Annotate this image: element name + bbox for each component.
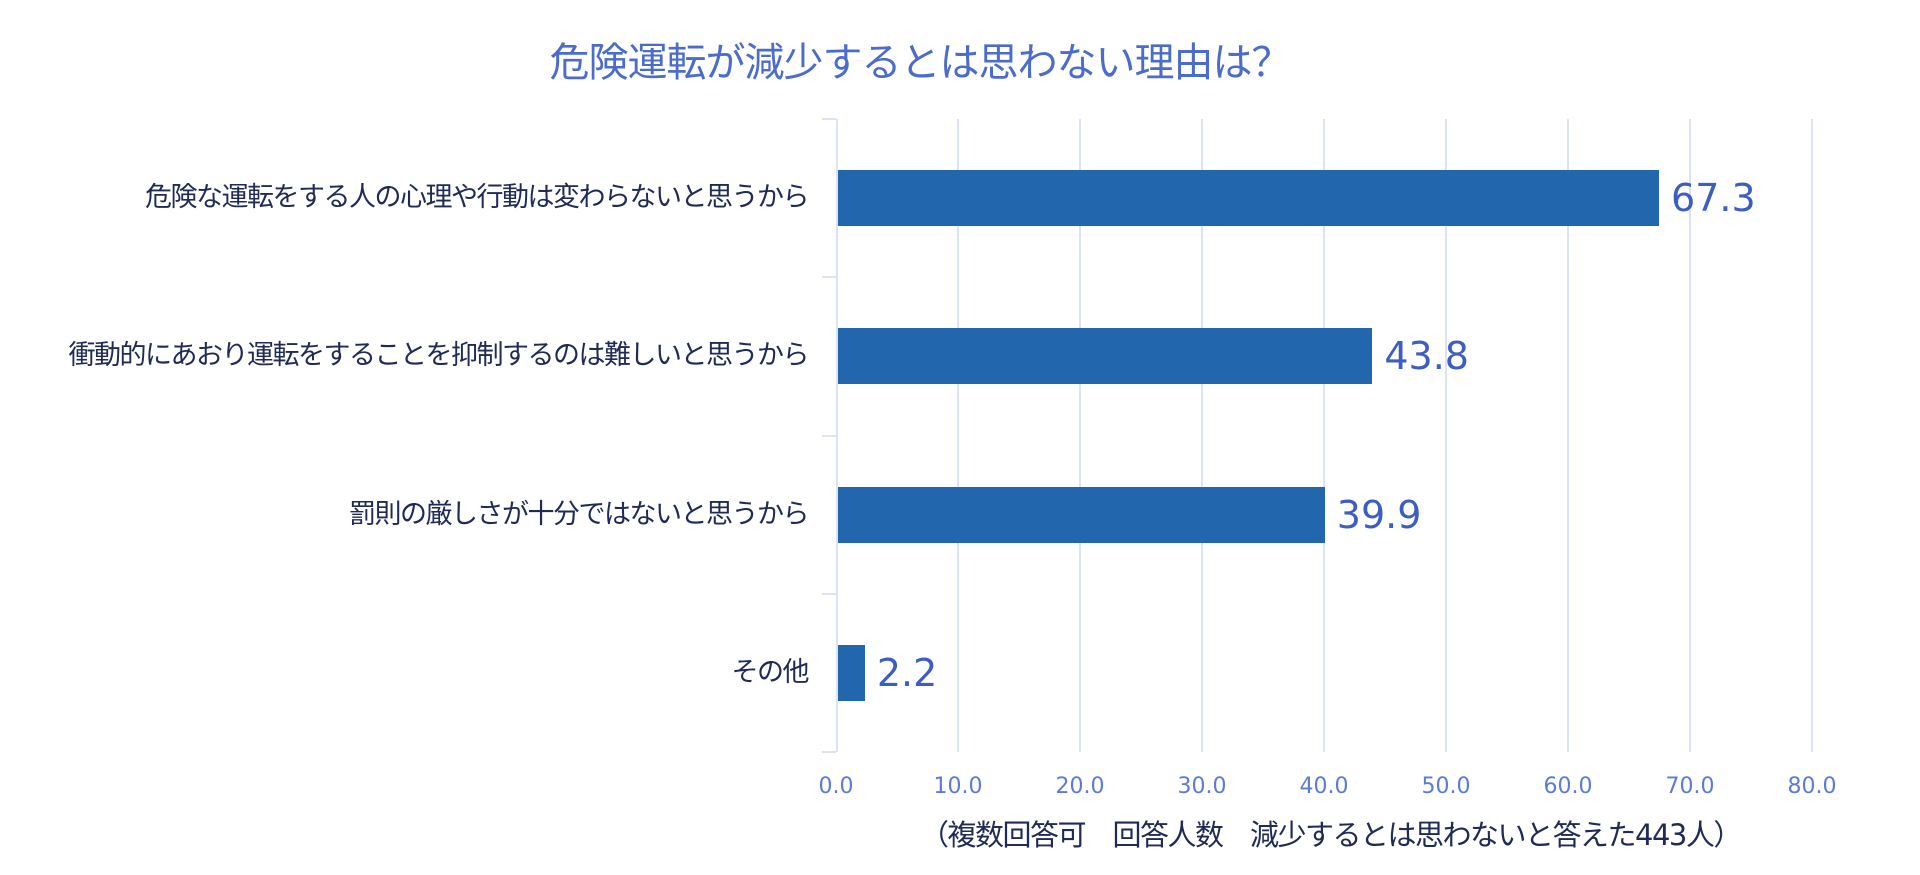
category-tick <box>822 751 836 753</box>
category-tick <box>822 592 836 595</box>
category-tick <box>822 276 836 279</box>
y-axis-line <box>836 119 838 752</box>
bar <box>838 486 1325 543</box>
bar <box>838 328 1373 385</box>
category-tick <box>822 434 836 437</box>
category-label: 衝動的にあおり運転をすることを抑制するのは難しいと思うから <box>68 340 810 372</box>
gridline <box>1079 119 1081 752</box>
bar <box>838 170 1660 227</box>
value-label: 43.8 <box>1384 334 1469 379</box>
value-label: 67.3 <box>1671 176 1756 221</box>
gridline <box>1445 119 1447 752</box>
value-label: 39.9 <box>1336 492 1422 537</box>
gridline <box>1811 119 1813 752</box>
axis-note: （複数回答可 回答人数 減少するとは思わないと答えた443人） <box>920 818 1742 852</box>
gridline <box>1689 119 1691 752</box>
gridline <box>957 119 959 752</box>
gridline <box>1201 119 1203 752</box>
category-label: その他 <box>731 656 810 688</box>
bar <box>838 644 865 701</box>
category-label: 罰則の厳しさが十分ではないと思うから <box>349 498 810 530</box>
x-tick-label: 80.0 <box>1787 774 1837 799</box>
category-label: 危険な運転をする人の心理や行動は変わらないと思うから <box>145 182 810 214</box>
x-tick-label: 0.0 <box>818 774 854 799</box>
value-label: 2.2 <box>876 650 938 695</box>
x-tick-label: 60.0 <box>1543 774 1593 799</box>
category-tick <box>822 118 836 120</box>
x-tick-label: 10.0 <box>933 774 983 799</box>
gridline <box>1567 119 1569 752</box>
x-tick-label: 50.0 <box>1421 774 1471 799</box>
x-tick-label: 30.0 <box>1177 774 1227 799</box>
x-tick-label: 70.0 <box>1665 774 1715 799</box>
plot-area: 67.3 43.8 39.9 2.2 <box>822 118 1813 753</box>
x-tick-label: 40.0 <box>1299 774 1349 799</box>
chart-title: 危険運転が減少するとは思わない理由は？ <box>549 40 1292 86</box>
gridline <box>1323 119 1325 752</box>
x-tick-label: 20.0 <box>1055 774 1105 799</box>
